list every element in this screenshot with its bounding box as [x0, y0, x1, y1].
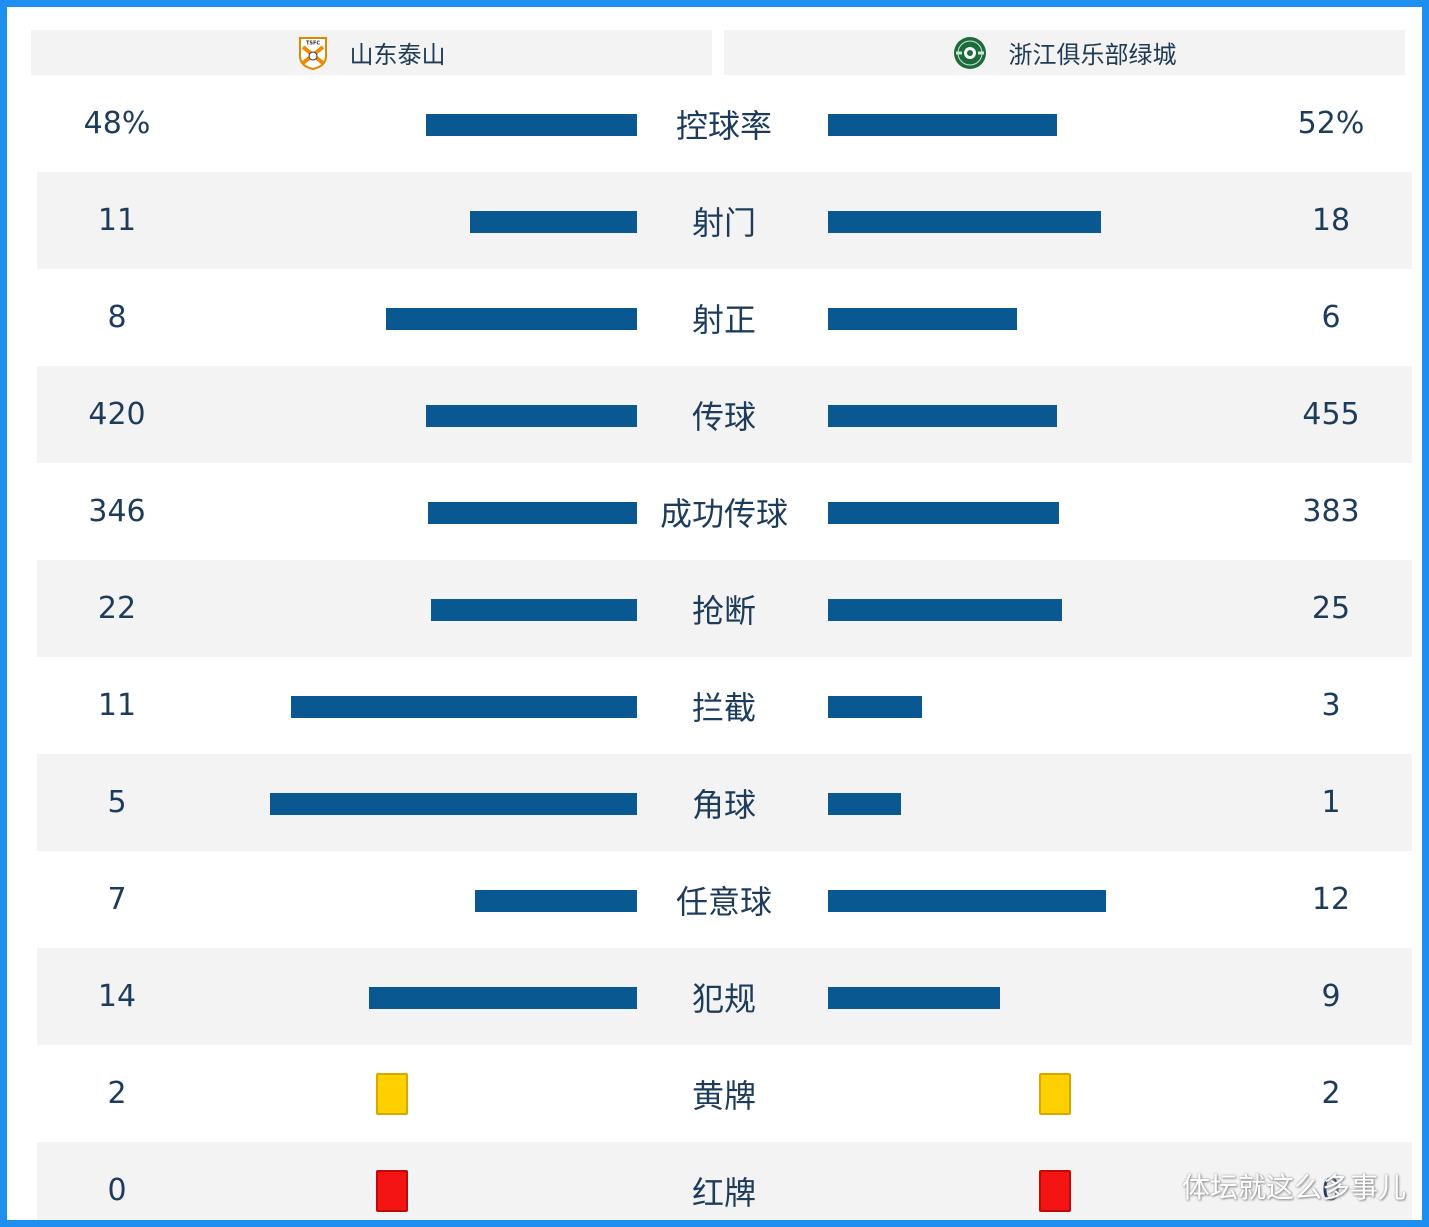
- away-value: 6: [1321, 300, 1341, 335]
- away-bar: [828, 405, 1057, 427]
- stat-row: 8 射正 6: [37, 269, 1412, 366]
- away-red-card-icon: [1039, 1170, 1071, 1212]
- stat-row: 11 射门 18: [37, 172, 1412, 269]
- stat-row: 22 抢断 25: [37, 560, 1412, 657]
- home-bar: [291, 696, 637, 718]
- away-bar: [828, 793, 901, 815]
- home-red-card-icon: [376, 1170, 408, 1212]
- home-logo-text: TSFC: [305, 40, 319, 46]
- home-bar: [426, 405, 637, 427]
- home-team-name: 山东泰山: [349, 41, 446, 69]
- stat-row: 48% 控球率 52%: [37, 75, 1412, 172]
- stat-row: 11 拦截 3: [37, 657, 1412, 754]
- away-value: 1: [1321, 785, 1341, 820]
- stat-label: 传球: [691, 397, 756, 436]
- stat-label: 成功传球: [659, 494, 788, 533]
- stat-row: 5 角球 1: [37, 754, 1412, 851]
- stat-label: 拦截: [691, 688, 756, 727]
- watermark-text: 体坛就这么多事儿: [1181, 1171, 1406, 1204]
- stat-row: 2 黄牌 2: [37, 1045, 1412, 1142]
- stat-row: 14 犯规 9: [37, 948, 1412, 1045]
- away-value: 18: [1311, 203, 1351, 238]
- away-bar: [828, 599, 1062, 621]
- away-value: 52%: [1297, 106, 1365, 141]
- away-team-logo-icon: [953, 36, 987, 70]
- home-team-header: TSFC 山东泰山: [31, 30, 712, 75]
- home-value: 5: [107, 785, 127, 820]
- home-bar: [428, 502, 637, 524]
- away-value: 9: [1321, 979, 1341, 1014]
- home-value: 8: [107, 300, 127, 335]
- away-value: 25: [1311, 591, 1351, 626]
- home-bar: [270, 793, 637, 815]
- stat-row: 346 成功传球 383: [37, 463, 1412, 560]
- away-value: 455: [1302, 397, 1360, 432]
- home-value: 346: [88, 494, 146, 529]
- home-value: 2: [107, 1076, 127, 1111]
- away-value: 383: [1302, 494, 1360, 529]
- away-yellow-card-icon: [1039, 1073, 1071, 1115]
- away-bar: [828, 987, 1000, 1009]
- away-value: 12: [1311, 882, 1351, 917]
- home-bar: [386, 308, 637, 330]
- home-value: 22: [97, 591, 137, 626]
- stat-label: 黄牌: [691, 1076, 756, 1115]
- away-team-name: 浙江俱乐部绿城: [1008, 41, 1177, 69]
- stat-label: 红牌: [691, 1173, 756, 1212]
- stat-label: 角球: [691, 785, 756, 824]
- away-bar: [828, 114, 1057, 136]
- home-value: 11: [97, 203, 137, 238]
- home-team-logo-icon: TSFC: [298, 36, 328, 70]
- home-bar: [431, 599, 637, 621]
- away-bar: [828, 308, 1017, 330]
- home-yellow-card-icon: [376, 1073, 408, 1115]
- stat-label: 抢断: [691, 591, 756, 630]
- home-bar: [470, 211, 637, 233]
- home-bar: [369, 987, 637, 1009]
- home-bar: [475, 890, 637, 912]
- home-value: 48%: [83, 106, 151, 141]
- stat-label: 射门: [691, 203, 756, 242]
- home-value: 420: [88, 397, 146, 432]
- home-value: 11: [97, 688, 137, 723]
- away-value: 3: [1321, 688, 1341, 723]
- away-team-header: 浙江俱乐部绿城: [724, 30, 1405, 75]
- stat-label: 任意球: [675, 882, 772, 921]
- stat-label: 射正: [691, 300, 756, 339]
- greentown-badge-icon: [953, 36, 986, 69]
- away-bar: [828, 696, 922, 718]
- stat-row: 0 红牌 0: [37, 1142, 1412, 1220]
- away-bar: [828, 890, 1106, 912]
- away-value: 2: [1321, 1076, 1341, 1111]
- home-value: 14: [97, 979, 137, 1014]
- away-bar: [828, 211, 1101, 233]
- stat-label: 控球率: [675, 106, 772, 145]
- home-value: 7: [107, 882, 127, 917]
- stat-row: 7 任意球 12: [37, 851, 1412, 948]
- away-value: 0: [1321, 1173, 1341, 1208]
- tsfc-shield-icon: TSFC: [298, 36, 327, 70]
- stat-row: 420 传球 455: [37, 366, 1412, 463]
- stat-label: 犯规: [691, 979, 756, 1018]
- home-value: 0: [107, 1173, 127, 1208]
- home-bar: [426, 114, 637, 136]
- away-bar: [828, 502, 1059, 524]
